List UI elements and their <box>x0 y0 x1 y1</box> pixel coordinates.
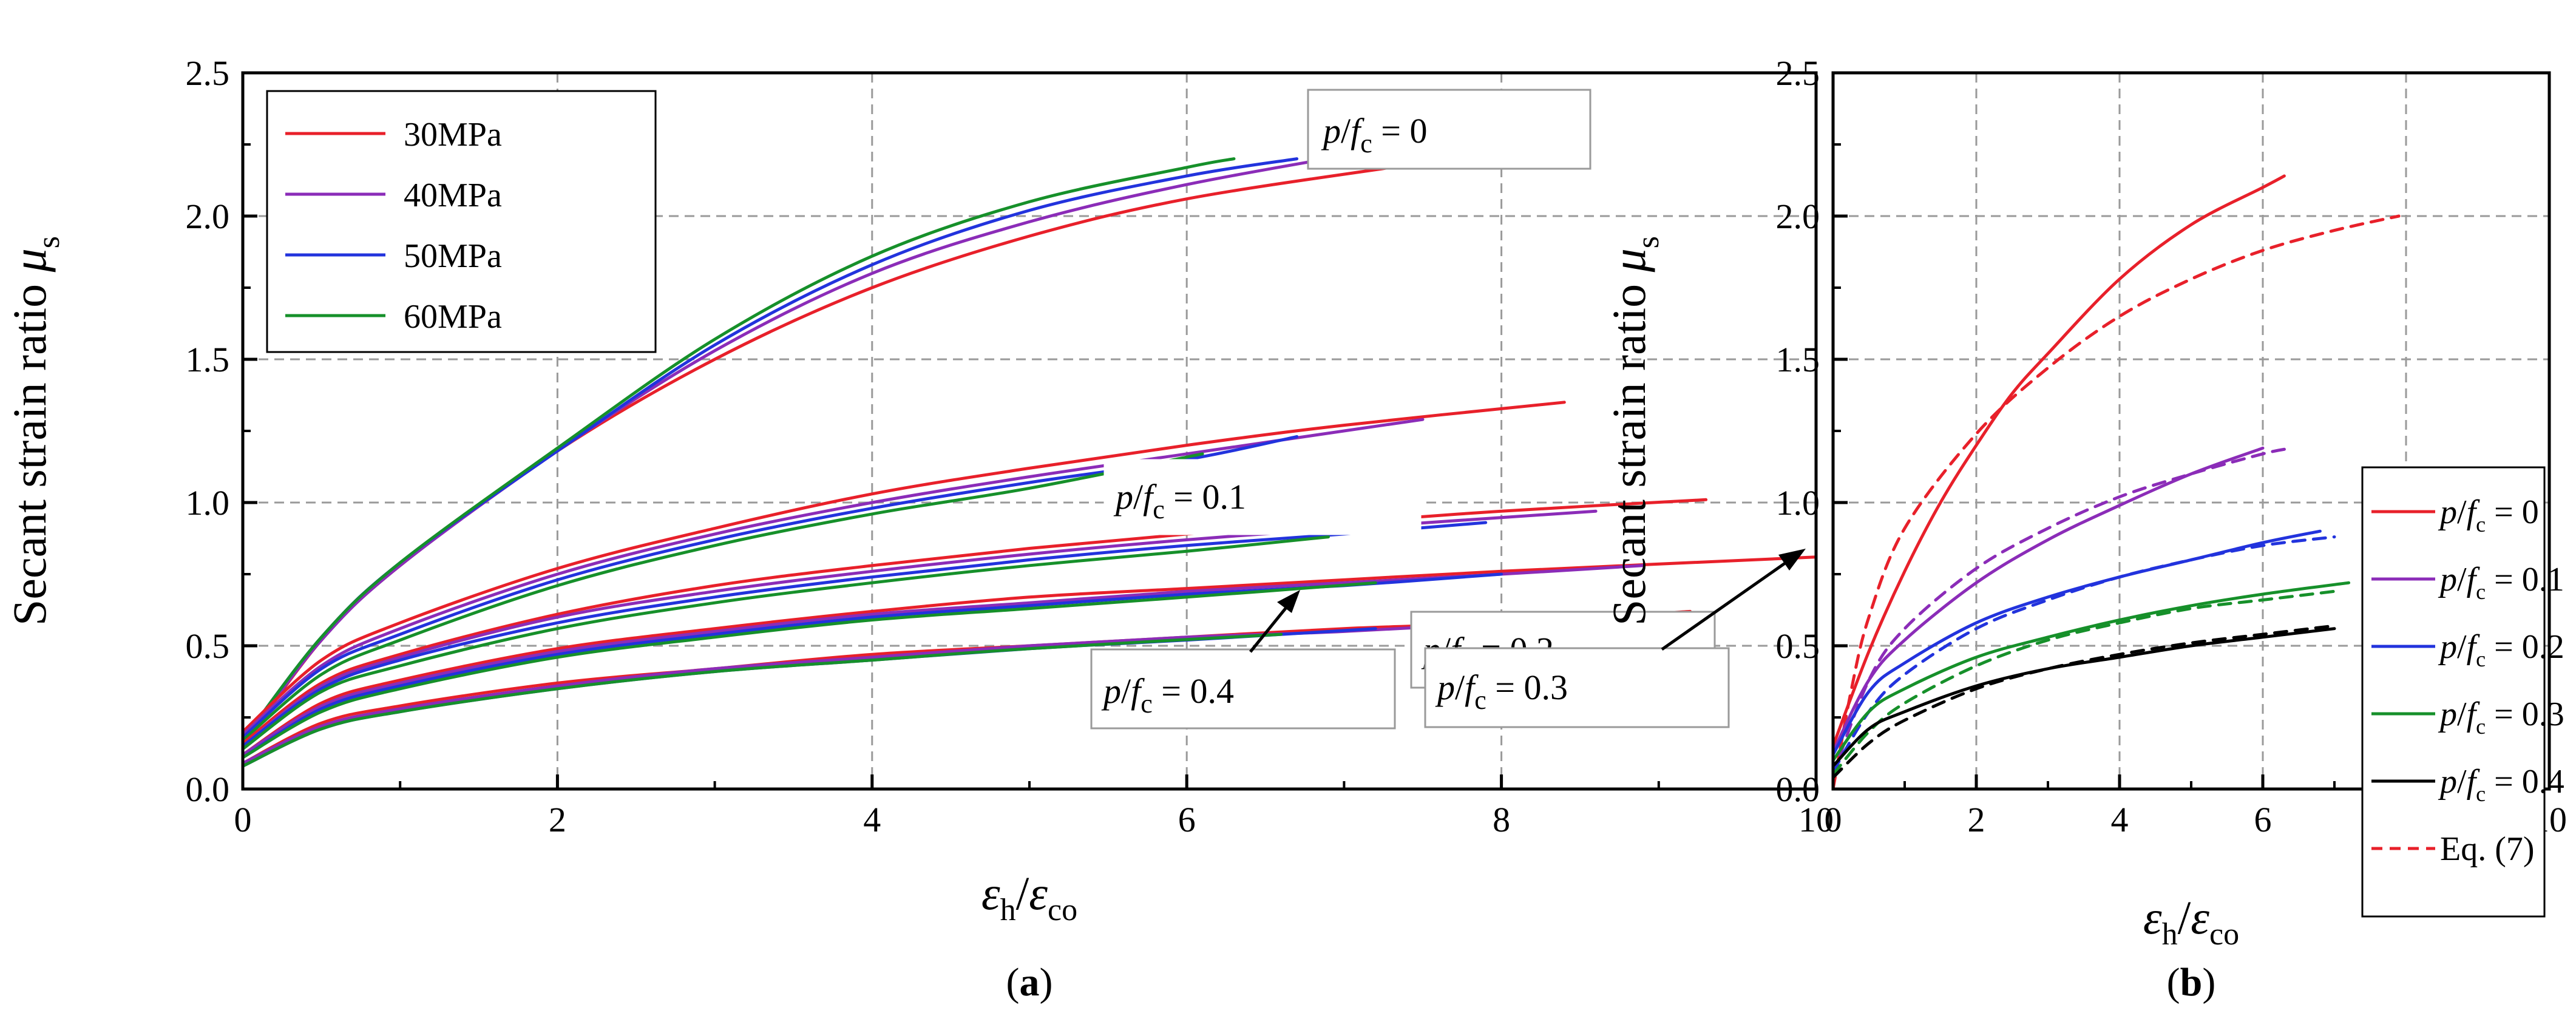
series-line <box>241 157 1236 742</box>
series-group-b <box>1831 174 2401 791</box>
x-tick-label: 4 <box>863 800 881 839</box>
x-axis-label-a: εh/εco <box>981 867 1077 927</box>
legend-a-label-40mpa: 40MPa <box>404 177 502 214</box>
legend-b: p/fc = 0 p/fc = 0.1 p/fc = 0.2 p/fc = 0.… <box>2361 466 2564 918</box>
series-line <box>241 418 1425 736</box>
legend-a: 30MPa 40MPa 50MPa 60MPa <box>266 90 657 353</box>
legend-a-label-50mpa: 50MPa <box>404 237 502 275</box>
annotation-p04: p/fc = 0.4 <box>1090 648 1396 730</box>
legend-a-item: 30MPa <box>285 116 502 154</box>
legend-b-label-eq7: Eq. (7) <box>2440 830 2535 868</box>
annotation-p01: p/fc = 0.1 <box>1103 459 1422 535</box>
arrow-p03-head <box>1778 549 1806 571</box>
legend-b-label-p02: p/fc = 0.2 <box>2438 628 2564 671</box>
annotation-p03: p/fc = 0.3 <box>1424 647 1730 728</box>
annotation-p03-box <box>1424 647 1730 728</box>
annotation-p01-box <box>1103 459 1422 535</box>
y-axis-label-b: Secant strain ratio μs <box>1602 236 1666 626</box>
x-tick-label: 6 <box>1178 800 1196 839</box>
x-tick-label: 2 <box>1968 800 1985 839</box>
legend-b-label-p04: p/fc = 0.4 <box>2438 763 2564 806</box>
x-tick-label: 0 <box>1825 800 1842 839</box>
arrow-p04-line <box>1249 600 1293 653</box>
legend-b-label-p0: p/fc = 0 <box>2438 493 2539 537</box>
legend-b-item: p/fc = 0.3 <box>2371 696 2564 739</box>
legend-a-item: 40MPa <box>285 177 502 214</box>
legend-b-item: p/fc = 0 <box>2371 493 2539 537</box>
series-line <box>1831 624 2336 779</box>
annotation-p0-box <box>1307 89 1591 170</box>
y-tick-label: 1.0 <box>186 483 230 523</box>
legend-b-item: p/fc = 0.1 <box>2371 561 2564 604</box>
y-tick-label: 2.5 <box>1776 53 1820 93</box>
series-line <box>241 564 1645 756</box>
x-tick-label: 8 <box>1493 800 1510 839</box>
x-axis-label-b: εh/εco <box>2143 891 2239 952</box>
legend-b-item: p/fc = 0.4 <box>2371 763 2564 806</box>
legend-a-item: 60MPa <box>285 298 502 336</box>
annotation-arrows <box>1249 549 1806 653</box>
y-tick-label: 1.5 <box>186 340 230 379</box>
x-tick-label: 10 <box>1798 800 1834 839</box>
series-line <box>1831 446 2293 776</box>
y-tick-label: 1.0 <box>1776 483 1820 523</box>
legend-a-label-60mpa: 60MPa <box>404 298 502 336</box>
annotation-p04-box <box>1090 648 1396 730</box>
grid-b <box>1833 73 2549 789</box>
series-line <box>1831 214 2401 791</box>
legend-a-label-30mpa: 30MPa <box>404 116 502 154</box>
series-line <box>241 632 1283 768</box>
y-tick-label: 0.5 <box>1776 626 1820 666</box>
series-line <box>241 581 1377 759</box>
panel-a-caption: (a) <box>1006 960 1053 1004</box>
y-tick-label: 0.0 <box>1776 770 1820 809</box>
series-line <box>241 401 1566 734</box>
legend-b-item: p/fc = 0.2 <box>2371 628 2564 671</box>
series-line <box>241 535 1330 751</box>
y-tick-label: 2.0 <box>1776 197 1820 236</box>
legend-a-item: 50MPa <box>285 237 502 275</box>
chart-panel-a: 0 2 4 6 8 100.00.51.01.52.02.5 Secant strain … <box>3 53 1834 1004</box>
legend-b-label-p03: p/fc = 0.3 <box>2438 696 2564 739</box>
arrow-p04-head <box>1277 590 1300 613</box>
x-tick-label: 4 <box>2111 800 2129 839</box>
series-line <box>1831 174 2286 748</box>
series-line <box>1831 627 2336 768</box>
legend-b-label-p01: p/fc = 0.1 <box>2438 561 2564 604</box>
series-line <box>1831 589 2336 776</box>
legend-b-box <box>2361 466 2546 918</box>
y-axis-label-a: Secant strain ratio μs <box>3 236 66 626</box>
annotation-p03-text: p/fc = 0.3 <box>1435 668 1568 715</box>
series-line <box>1831 535 2336 774</box>
x-tick-label: 6 <box>2254 800 2272 839</box>
annotation-p0: p/fc = 0 <box>1307 89 1591 170</box>
y-tick-label: 0.5 <box>186 626 230 666</box>
axis-ticks-a: 0 2 4 6 8 100.00.51.01.52.02.5 <box>186 53 1834 839</box>
annotation-p04-text: p/fc = 0.4 <box>1101 671 1234 719</box>
legend-b-item: Eq. (7) <box>2371 830 2535 868</box>
arrow-p03-line <box>1661 555 1795 651</box>
series-line <box>241 151 1361 745</box>
y-tick-label: 0.0 <box>186 770 230 809</box>
x-tick-label: 0 <box>234 800 252 839</box>
y-tick-label: 2.0 <box>186 197 230 236</box>
series-line <box>241 521 1488 748</box>
panel-b-caption: (b) <box>2167 960 2216 1004</box>
x-tick-label: 2 <box>549 800 566 839</box>
series-line <box>1831 581 2351 762</box>
series-line <box>241 555 1818 756</box>
y-tick-label: 1.5 <box>1776 340 1820 379</box>
y-tick-label: 2.5 <box>186 53 230 93</box>
series-line <box>241 452 1204 742</box>
